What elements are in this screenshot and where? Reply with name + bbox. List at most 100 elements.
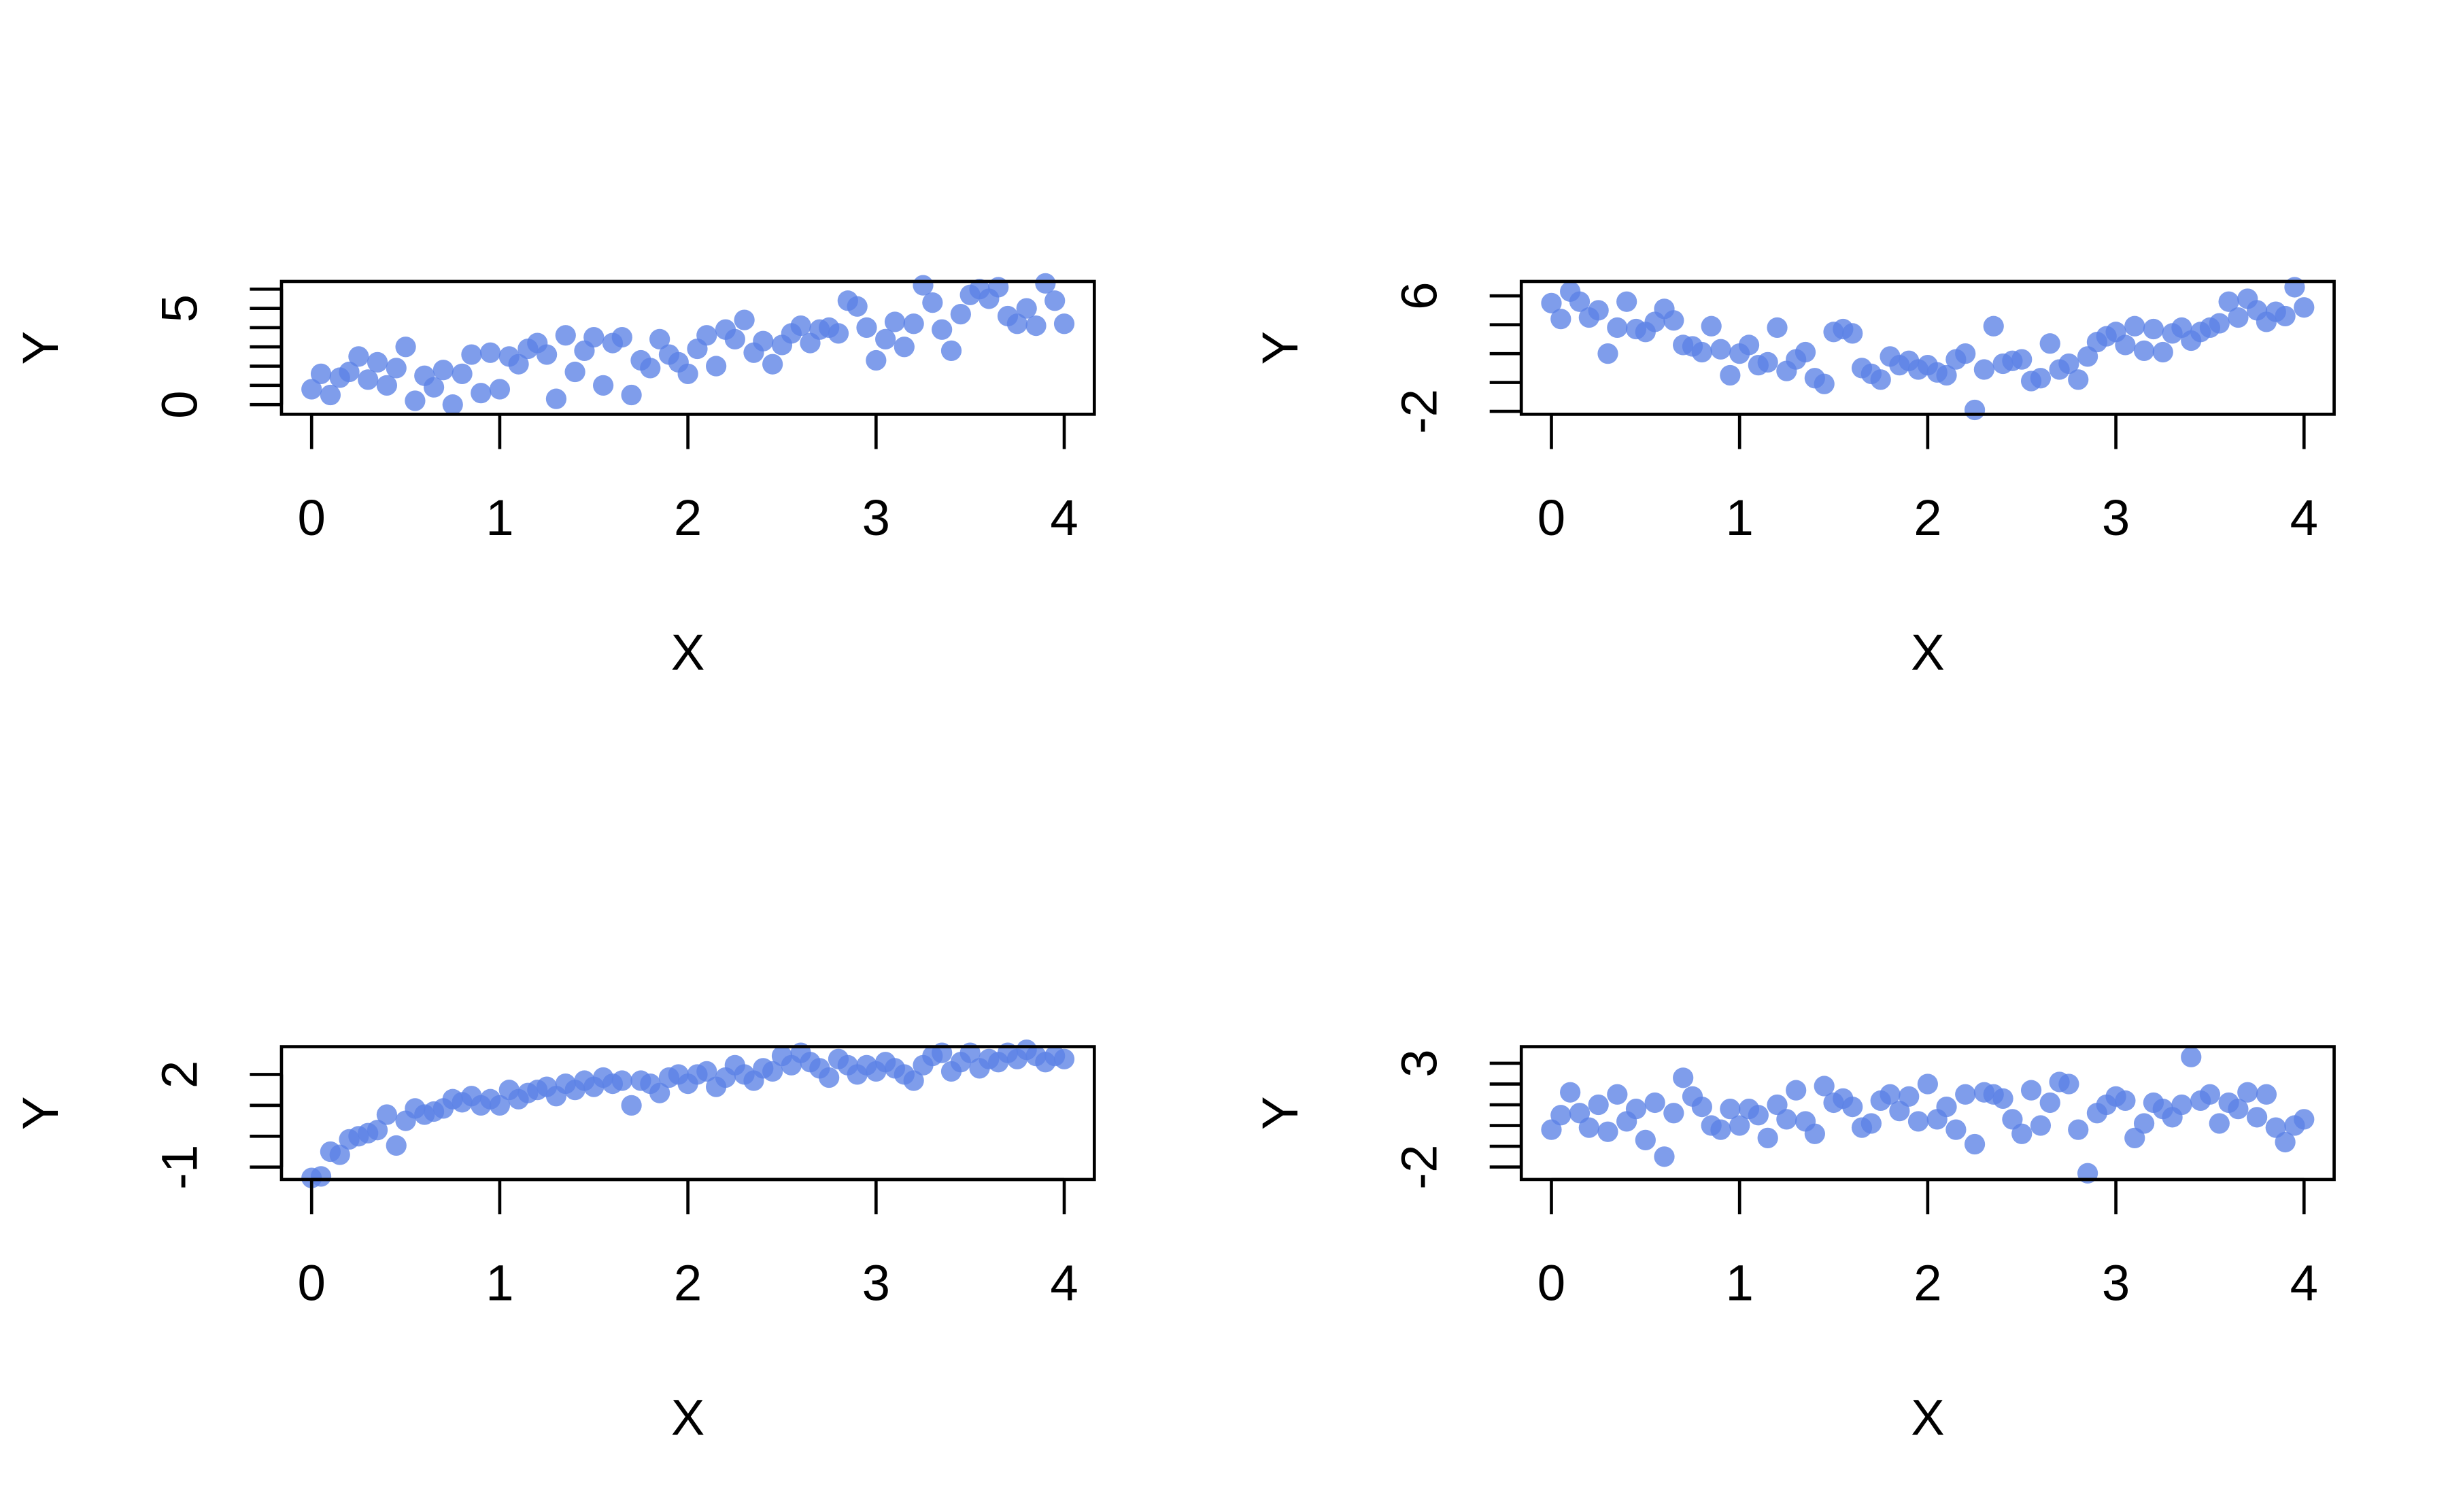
point — [640, 358, 661, 379]
point — [1616, 291, 1637, 312]
point — [2133, 1113, 2155, 1134]
x-tick-label: 0 — [1537, 489, 1565, 546]
point — [2133, 340, 2155, 362]
point — [790, 315, 811, 337]
point — [489, 379, 511, 400]
point — [1889, 1101, 1910, 1122]
point — [1701, 315, 1722, 337]
point — [611, 1070, 632, 1091]
point — [1880, 1084, 1901, 1105]
point — [1644, 1092, 1665, 1114]
point — [2275, 1131, 2296, 1153]
point — [461, 344, 482, 365]
point — [2294, 1109, 2315, 1130]
x-axis-label: X — [671, 624, 705, 681]
point — [367, 1120, 388, 1141]
point — [894, 337, 915, 358]
point — [489, 1095, 511, 1116]
point — [2020, 1080, 2042, 1101]
point — [2246, 1107, 2268, 1128]
point — [1560, 1082, 1581, 1103]
x-tick-label: 2 — [674, 489, 702, 546]
point — [339, 361, 360, 383]
point — [649, 328, 670, 350]
point — [819, 1067, 840, 1088]
point — [1025, 315, 1047, 337]
point — [2058, 1073, 2079, 1095]
point — [1691, 1096, 1712, 1118]
point — [1053, 313, 1075, 334]
point — [696, 1061, 717, 1082]
point — [1607, 1084, 1628, 1105]
x-axis-label: X — [671, 1389, 705, 1445]
x-tick-label: 0 — [298, 1255, 326, 1311]
point — [706, 356, 727, 377]
y-axis-label: Y — [12, 1096, 69, 1130]
point — [875, 328, 896, 350]
point — [2011, 349, 2033, 370]
point — [2115, 1090, 2136, 1112]
point — [1578, 1117, 1599, 1138]
point — [884, 311, 906, 332]
point — [2030, 1115, 2052, 1136]
point — [1729, 1115, 1750, 1136]
point — [1053, 1048, 1075, 1069]
point — [471, 383, 492, 404]
point — [1860, 1113, 1882, 1134]
point — [358, 369, 379, 390]
point — [2011, 1123, 2033, 1144]
point — [423, 377, 445, 398]
point — [1964, 1133, 1986, 1155]
x-tick-label: 4 — [1050, 1255, 1078, 1311]
y-tick-label: 3 — [1391, 1049, 1448, 1077]
point — [1016, 298, 1037, 319]
point — [2030, 368, 2052, 389]
x-tick-label: 0 — [1537, 1255, 1565, 1311]
point — [442, 394, 463, 415]
point — [2002, 1109, 2023, 1130]
point — [913, 275, 934, 296]
point — [2058, 353, 2079, 375]
point — [376, 375, 398, 396]
point — [1907, 1111, 1929, 1132]
point — [301, 379, 322, 400]
point — [1917, 1073, 1938, 1095]
point — [320, 384, 341, 406]
point — [1550, 309, 1571, 330]
point — [2275, 305, 2296, 327]
y-tick-label: -1 — [151, 1145, 207, 1190]
point — [1550, 1105, 1571, 1126]
x-tick-label: 1 — [1725, 1255, 1753, 1311]
point — [1654, 1146, 1675, 1167]
point — [536, 344, 558, 365]
point — [1767, 317, 1788, 339]
point — [2228, 307, 2249, 328]
point — [2294, 297, 2315, 318]
point — [1955, 343, 1976, 364]
x-tick-label: 4 — [2290, 1255, 2318, 1311]
point — [1588, 1094, 1609, 1116]
x-tick-label: 3 — [862, 489, 890, 546]
point — [386, 358, 407, 379]
point — [922, 292, 943, 313]
point — [903, 313, 924, 334]
point — [310, 1166, 332, 1187]
point — [1044, 290, 1066, 311]
point — [1776, 1109, 1797, 1130]
point — [2256, 1084, 2277, 1105]
point — [1786, 1080, 1807, 1101]
point — [866, 349, 887, 371]
x-axis-label: X — [1911, 1389, 1945, 1445]
point — [583, 326, 605, 348]
point — [2171, 1094, 2192, 1116]
y-tick-label: 6 — [1391, 282, 1448, 310]
point — [649, 1082, 670, 1103]
point — [1795, 341, 1816, 363]
point — [1899, 1086, 1920, 1107]
point — [932, 319, 953, 340]
point — [395, 337, 416, 358]
point — [310, 363, 332, 384]
point — [753, 330, 774, 351]
point — [508, 354, 529, 375]
